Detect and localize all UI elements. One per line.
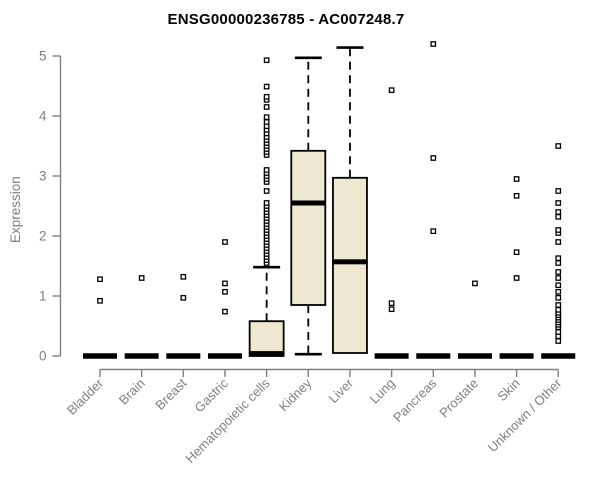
- boxplot-lung: [374, 87, 409, 359]
- outlier-point: [555, 239, 562, 245]
- outlier-point: [388, 300, 395, 307]
- y-tick-label-3: 3: [39, 169, 47, 184]
- outlier-point: [555, 255, 562, 262]
- boxplot-bladder: [83, 276, 117, 359]
- outlier-point: [430, 41, 437, 47]
- y-tick-label-4: 4: [39, 109, 47, 124]
- outlier-point: [555, 329, 562, 335]
- outlier-point: [555, 143, 562, 149]
- outlier-point: [513, 275, 520, 281]
- outlier-point: [263, 93, 270, 100]
- boxplot-prostate: [457, 280, 492, 359]
- outlier-point: [388, 306, 395, 313]
- median-line: [374, 353, 409, 359]
- outlier-point: [555, 338, 562, 344]
- boxplot-hematopoietic-cells: [248, 57, 285, 357]
- outlier-point: [388, 87, 395, 94]
- x-tick-label-breast: Breast: [152, 375, 189, 412]
- x-tick-label-skin: Skin: [494, 376, 522, 404]
- x-tick-label-liver: Liver: [326, 375, 357, 406]
- outlier-point: [180, 294, 187, 301]
- y-tick-label-1: 1: [39, 289, 47, 304]
- outlier-point: [263, 167, 270, 173]
- y-tick-label-0: 0: [39, 349, 47, 364]
- median-line: [207, 353, 242, 359]
- outlier-point: [555, 294, 562, 301]
- y-tick-label-5: 5: [39, 49, 47, 64]
- outlier-point: [222, 308, 228, 315]
- outlier-point: [97, 276, 103, 283]
- chart-title: ENSG00000236785 - AC007248.7: [167, 11, 405, 28]
- median-line: [457, 353, 492, 359]
- box-body: [332, 176, 368, 354]
- outlier-point: [263, 114, 270, 121]
- outlier-point: [263, 200, 270, 206]
- box-body: [290, 149, 327, 306]
- outlier-point: [555, 200, 562, 206]
- x-tick-label-pancreas: Pancreas: [390, 375, 440, 425]
- y-tick-label-2: 2: [39, 229, 47, 244]
- x-tick-label-bladder: Bladder: [64, 375, 107, 418]
- outlier-point: [263, 188, 270, 194]
- outlier-point: [555, 288, 562, 295]
- outlier-point: [180, 273, 187, 280]
- x-tick-label-kidney: Kidney: [276, 375, 315, 414]
- y-axis-title: Expression: [8, 176, 23, 243]
- median-line: [83, 353, 117, 359]
- median-line: [291, 200, 326, 206]
- x-tick-label-brain: Brain: [116, 376, 148, 408]
- outlier-point: [513, 249, 520, 256]
- median-line: [499, 353, 534, 359]
- median-line: [249, 351, 284, 357]
- outlier-point: [430, 228, 437, 235]
- outlier-point: [513, 176, 520, 182]
- outlier-point: [555, 188, 562, 194]
- outlier-point: [222, 280, 228, 287]
- outlier-point: [555, 282, 562, 289]
- boxplot-unknown-other: [541, 143, 576, 359]
- outlier-point: [263, 83, 270, 90]
- boxplot-skin: [499, 176, 534, 359]
- x-tick-label-unknown-other: Unknown / Other: [485, 375, 565, 455]
- median-line: [416, 353, 451, 359]
- boxplot-kidney: [290, 56, 327, 356]
- outlier-point: [555, 269, 562, 275]
- median-line: [166, 353, 201, 359]
- outlier-point: [555, 275, 562, 281]
- outlier-point: [430, 155, 437, 161]
- boxplot-brain: [124, 275, 159, 359]
- outlier-point: [263, 119, 270, 125]
- outlier-point: [263, 104, 270, 110]
- outlier-point: [555, 306, 562, 313]
- outlier-point: [555, 209, 562, 215]
- outlier-point: [222, 288, 228, 295]
- outlier-point: [555, 260, 562, 266]
- boxplot-liver: [332, 46, 368, 354]
- outlier-point: [263, 57, 270, 64]
- boxplot-breast: [166, 273, 201, 359]
- median-line: [124, 353, 159, 359]
- x-tick-label-lung: Lung: [367, 376, 398, 407]
- outlier-point: [138, 275, 145, 281]
- outlier-point: [513, 192, 520, 199]
- boxplot-pancreas: [416, 41, 451, 359]
- x-tick-label-prostate: Prostate: [436, 376, 481, 421]
- x-tick-label-gastric: Gastric: [191, 375, 231, 415]
- boxplot-gastric: [207, 239, 242, 359]
- outlier-point: [555, 302, 562, 308]
- median-line: [332, 259, 367, 265]
- box-body: [248, 320, 285, 357]
- outlier-point: [97, 297, 103, 304]
- median-line: [541, 353, 576, 359]
- outlier-point: [555, 213, 562, 220]
- outlier-point: [472, 280, 478, 287]
- outlier-point: [222, 239, 228, 245]
- outlier-point: [555, 227, 562, 233]
